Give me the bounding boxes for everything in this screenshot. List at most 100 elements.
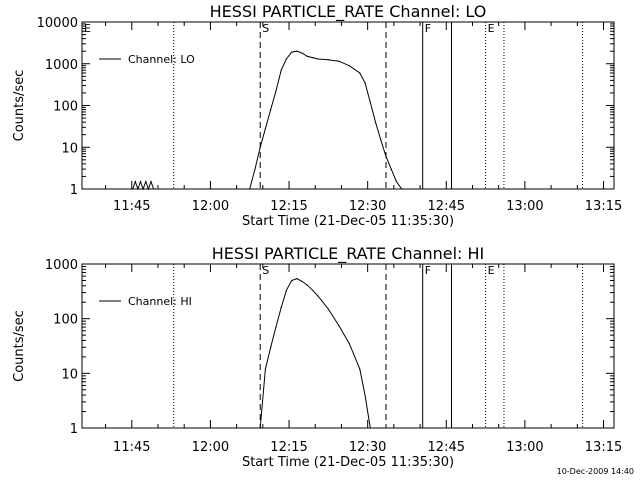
flag-label-S: S: [262, 22, 269, 35]
data-point: [301, 52, 303, 54]
flag-label-S: S: [262, 264, 269, 277]
data-point: [327, 59, 329, 61]
data-point: [259, 146, 261, 148]
x-tick-label: 12:45: [428, 440, 465, 455]
data-point: [270, 108, 272, 111]
data-point: [134, 181, 136, 183]
data-point: [401, 188, 403, 190]
plot-frame: [81, 21, 615, 190]
legend-label: Channel: HI: [128, 295, 192, 308]
x-tick-label: 12:15: [270, 440, 307, 455]
data-point: [369, 101, 371, 103]
data-point: [359, 72, 361, 74]
data-point: [359, 368, 361, 370]
data-point: [291, 51, 293, 53]
x-axis-label: Start Time (21-Dec-05 11:35:30): [242, 214, 454, 229]
data-point: [275, 326, 277, 328]
data-point: [270, 346, 272, 348]
data-point: [364, 82, 366, 84]
data-point: [296, 278, 298, 280]
data-point: [280, 69, 282, 71]
y-axis-label: Counts/sec: [12, 310, 27, 382]
y-tick-label: 10000: [37, 16, 78, 31]
flag-label-E: E: [488, 264, 495, 277]
x-tick-label: 13:00: [506, 199, 543, 214]
flag-label-F: F: [425, 264, 431, 277]
x-tick-label: 12:00: [192, 199, 229, 214]
data-point: [395, 181, 398, 183]
y-tick-label: 10: [61, 141, 78, 156]
data-point: [264, 127, 267, 130]
data-point: [150, 181, 152, 183]
x-tick-label: 11:45: [113, 199, 150, 214]
data-point: [285, 289, 288, 291]
flag-label-F: F: [425, 22, 431, 35]
data-point: [291, 279, 293, 282]
data-point: [285, 58, 288, 60]
data-point: [317, 58, 319, 60]
data-point: [153, 188, 155, 190]
data-point: [142, 188, 144, 190]
data-point: [145, 181, 147, 183]
data-point: [137, 188, 139, 190]
data-point: [306, 55, 308, 57]
data-point: [338, 324, 340, 327]
y-tick-label: 1000: [45, 258, 78, 273]
flag-label-E: E: [84, 22, 91, 35]
x-tick-label: 12:15: [270, 199, 307, 214]
chart-panel-0: HESSI PARTICLE_RATE Channel: LO 11:45 12:0…: [12, 2, 622, 229]
x-tick-label: 12:45: [428, 199, 465, 214]
data-point: [81, 188, 83, 190]
x-tick-label: 12:30: [349, 440, 386, 455]
data-point: [264, 368, 267, 370]
data-point: [296, 50, 298, 52]
data-point: [312, 289, 314, 291]
data-point: [139, 181, 142, 183]
data-point: [327, 308, 329, 310]
series-line-0: [82, 50, 403, 191]
y-tick-label: 1: [70, 422, 78, 437]
data-point: [306, 284, 308, 286]
data-point: [249, 188, 251, 190]
data-point: [369, 427, 371, 429]
y-tick-label: 10: [61, 367, 78, 382]
data-point: [374, 121, 377, 123]
data-point: [348, 65, 350, 67]
chart-panel-1: HESSI PARTICLE_RATE Channel: HI 11:45 12:0…: [12, 244, 622, 470]
flag-label-E: E: [488, 22, 495, 35]
x-tick-label: 13:15: [585, 199, 622, 214]
plot-frame: [81, 263, 615, 429]
y-axis-label: Counts/sec: [12, 70, 27, 142]
legend-label: Channel: LO: [128, 53, 195, 66]
x-tick-label: 12:30: [349, 199, 386, 214]
chart-title: HESSI PARTICLE_RATE Channel: HI: [212, 244, 485, 264]
data-point: [155, 188, 157, 190]
data-point: [312, 57, 314, 59]
y-tick-label: 1000: [45, 58, 78, 73]
x-tick-label: 13:15: [585, 440, 622, 455]
data-point: [259, 427, 261, 429]
timestamp: 10-Dec-2009 14:40: [556, 467, 634, 476]
x-tick-label: 12:00: [192, 440, 229, 455]
data-point: [132, 188, 134, 190]
data-point: [280, 306, 282, 309]
data-point: [317, 295, 319, 297]
data-point: [301, 280, 303, 283]
y-tick-label: 100: [53, 100, 78, 115]
series-line-0: [259, 278, 371, 429]
data-point: [380, 139, 382, 141]
y-tick-label: 1: [70, 183, 78, 198]
data-point: [348, 342, 350, 345]
data-point: [254, 168, 256, 170]
data-point: [147, 188, 149, 190]
x-tick-label: 13:00: [506, 440, 543, 455]
data-point: [338, 60, 340, 62]
data-point: [364, 394, 366, 396]
x-axis-label: Start Time (21-Dec-05 11:35:30): [242, 455, 454, 470]
data-point: [385, 155, 387, 158]
chart-title: HESSI PARTICLE_RATE Channel: LO: [210, 2, 487, 22]
data-point: [390, 168, 392, 170]
y-tick-label: 100: [53, 313, 78, 328]
x-tick-label: 11:45: [113, 440, 150, 455]
